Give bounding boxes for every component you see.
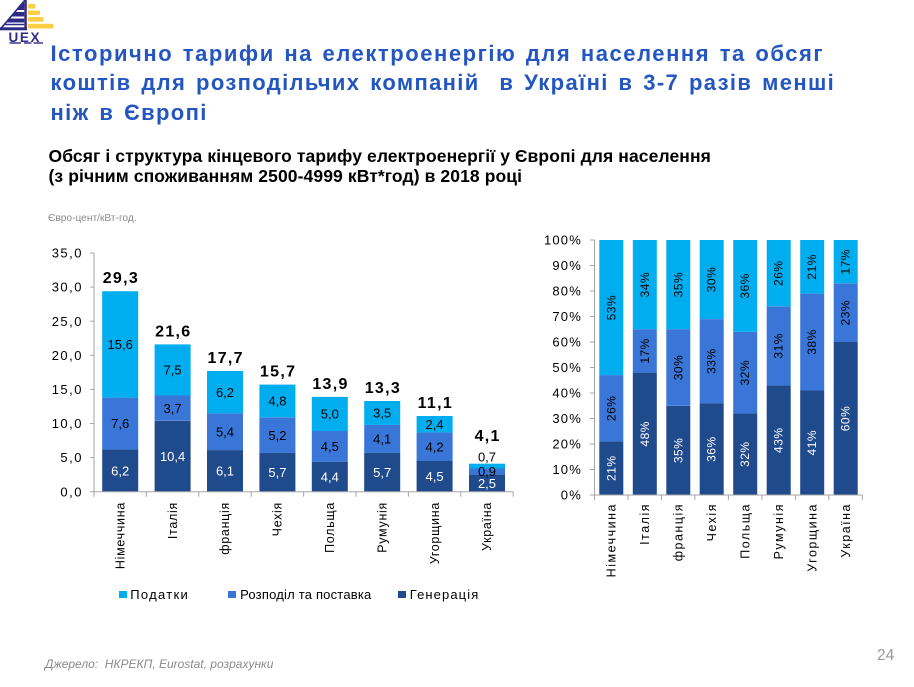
svg-text:35%: 35% [671,438,685,464]
svg-text:17%: 17% [839,249,853,275]
svg-text:4,1: 4,1 [475,428,501,445]
svg-text:Німеччина: Німеччина [113,502,127,569]
svg-text:UEX: UEX [9,30,42,45]
svg-text:80%: 80% [552,284,582,299]
svg-text:5,7: 5,7 [373,465,391,480]
svg-text:50%: 50% [552,360,582,375]
svg-text:25,0: 25,0 [52,314,83,329]
svg-text:6,2: 6,2 [216,385,234,400]
svg-text:франція: франція [672,503,686,561]
svg-text:6,1: 6,1 [216,464,234,479]
svg-text:38%: 38% [805,329,819,355]
svg-text:13,3: 13,3 [365,380,401,397]
svg-text:4,5: 4,5 [321,439,339,454]
svg-text:5,7: 5,7 [268,465,286,480]
svg-text:5,0: 5,0 [321,407,339,422]
svg-text:15,7: 15,7 [260,364,296,381]
svg-text:4,2: 4,2 [426,439,444,454]
svg-text:15,6: 15,6 [108,337,133,352]
svg-text:Італія: Італія [166,502,180,539]
svg-text:15,0: 15,0 [52,382,83,397]
svg-text:33%: 33% [705,348,719,374]
svg-text:Італія: Італія [638,503,652,545]
svg-text:Румунія: Румунія [772,503,786,559]
svg-text:36%: 36% [705,436,719,462]
svg-text:Польща: Польща [738,503,752,559]
svg-text:0%: 0% [561,488,582,503]
svg-text:7,6: 7,6 [111,416,129,431]
svg-text:4,1: 4,1 [373,432,391,447]
svg-text:Німеччина: Німеччина [605,503,619,577]
svg-text:26%: 26% [604,396,618,422]
svg-text:35,0: 35,0 [52,246,83,261]
svg-text:36%: 36% [738,273,752,299]
svg-text:32%: 32% [738,441,752,467]
svg-text:31%: 31% [772,333,786,359]
svg-text:Румунія: Румунія [375,502,389,553]
svg-text:Чехія: Чехія [271,502,285,536]
svg-text:2,5: 2,5 [478,476,496,491]
svg-text:41%: 41% [805,430,819,456]
svg-text:53%: 53% [604,295,618,321]
svg-text:26%: 26% [772,260,786,286]
svg-text:7,5: 7,5 [164,363,182,378]
svg-text:5,2: 5,2 [268,428,286,443]
svg-text:35%: 35% [671,272,685,298]
svg-text:30%: 30% [705,267,719,293]
svg-text:0,0: 0,0 [60,484,83,499]
svg-text:Угорщина: Угорщина [428,502,442,564]
svg-text:90%: 90% [552,258,582,273]
svg-text:11,1: 11,1 [418,395,453,412]
svg-text:3,7: 3,7 [164,401,182,416]
svg-text:франція: франція [218,502,232,555]
svg-text:4,4: 4,4 [321,469,339,484]
svg-text:23%: 23% [839,300,853,326]
svg-text:100%: 100% [544,233,582,248]
svg-text:3,5: 3,5 [373,406,391,421]
svg-text:Польща: Польща [323,502,337,553]
svg-text:21%: 21% [805,254,819,280]
svg-text:5,4: 5,4 [216,424,234,439]
svg-text:13,9: 13,9 [312,376,348,393]
svg-text:4,5: 4,5 [426,469,444,484]
svg-text:29,3: 29,3 [103,270,139,287]
svg-text:2,4: 2,4 [426,417,444,432]
svg-text:0,9: 0,9 [478,464,496,479]
svg-text:30,0: 30,0 [52,280,83,295]
svg-text:Україна: Україна [839,503,853,558]
svg-text:32%: 32% [738,360,752,386]
svg-text:30%: 30% [671,355,685,381]
svg-text:30%: 30% [552,411,582,426]
svg-text:Чехія: Чехія [705,503,719,541]
svg-text:60%: 60% [552,335,582,350]
svg-text:Україна: Україна [480,502,494,551]
svg-text:Угорщина: Угорщина [805,503,819,572]
svg-text:20,0: 20,0 [52,348,83,363]
svg-text:17,7: 17,7 [208,350,244,367]
svg-text:10,4: 10,4 [160,449,185,464]
svg-text:21,6: 21,6 [155,323,191,340]
svg-text:10%: 10% [552,462,582,477]
svg-text:20%: 20% [552,437,582,452]
svg-text:40%: 40% [552,386,582,401]
svg-text:0,7: 0,7 [478,450,496,465]
svg-text:48%: 48% [638,421,652,447]
svg-text:17%: 17% [638,338,652,364]
svg-text:6,2: 6,2 [111,463,129,478]
svg-text:43%: 43% [772,427,786,453]
svg-text:4,8: 4,8 [268,394,286,409]
svg-text:34%: 34% [638,272,652,298]
svg-text:21%: 21% [604,455,618,481]
svg-text:70%: 70% [552,309,582,324]
svg-text:5,0: 5,0 [60,450,83,465]
svg-text:60%: 60% [839,406,853,432]
svg-text:10,0: 10,0 [52,416,83,431]
